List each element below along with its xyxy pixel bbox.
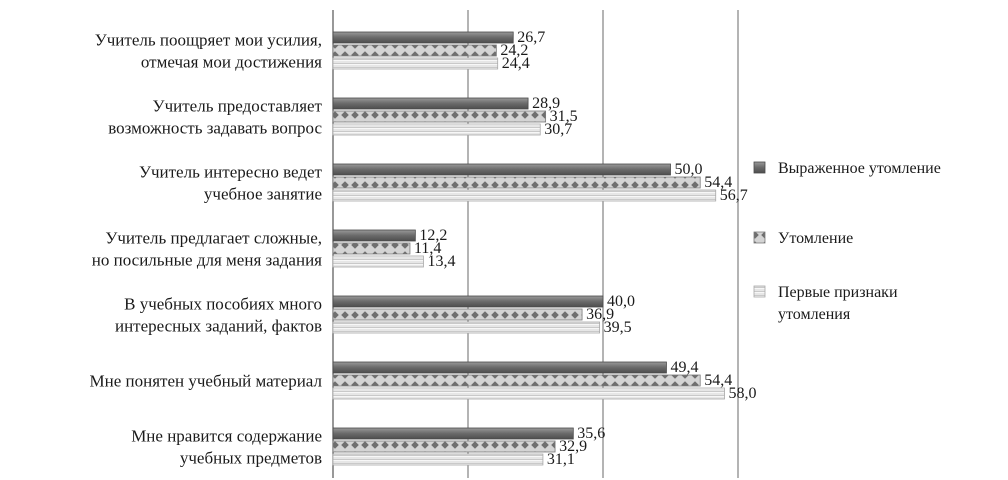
- data-label: 30,7: [544, 121, 572, 138]
- legend-swatch: [753, 231, 766, 244]
- category-label: В учебных пособиях много интересных задан…: [115, 295, 322, 336]
- category-label: Учитель предлагает сложные, но посильные …: [92, 229, 322, 270]
- data-label: 36,9: [586, 306, 614, 323]
- category-labels: Учитель поощряет мои усилия, отмечая мои …: [90, 31, 323, 468]
- legend-label: Первые признаки утомления: [778, 284, 898, 323]
- data-label: 54,4: [704, 372, 732, 389]
- bar-3: [332, 387, 725, 400]
- bar-1: [332, 427, 574, 440]
- bar-3: [332, 255, 424, 268]
- legend-swatch: [753, 161, 766, 174]
- data-label: 50,0: [675, 161, 703, 178]
- bar-2: [332, 440, 556, 453]
- legend-swatch: [753, 285, 766, 298]
- bar-2: [332, 242, 411, 255]
- bar-3: [332, 453, 544, 466]
- data-label: 49,4: [670, 359, 698, 376]
- data-label: 13,4: [427, 253, 455, 270]
- data-label: 58,0: [729, 385, 757, 402]
- data-label: 31,5: [550, 108, 578, 125]
- bar-2: [332, 44, 497, 57]
- data-label: 24,4: [502, 55, 530, 72]
- bars: [332, 31, 725, 466]
- data-label: 28,9: [532, 95, 560, 112]
- category-label: Учитель поощряет мои усилия, отмечая мои …: [95, 31, 322, 72]
- data-label: 39,5: [604, 319, 632, 336]
- bar-3: [332, 123, 541, 136]
- category-label: Мне нравится содержание учебных предметов: [131, 427, 322, 468]
- legend-label: Выраженное утомление: [778, 160, 941, 177]
- bar-2: [332, 110, 547, 123]
- data-label: 35,6: [577, 425, 605, 442]
- data-label: 40,0: [607, 293, 635, 310]
- category-label: Мне понятен учебный материал: [90, 372, 323, 391]
- bar-1: [332, 97, 529, 110]
- bar-3: [332, 189, 717, 202]
- category-label: Учитель интересно ведет учебное занятие: [139, 163, 323, 204]
- bar-1: [332, 31, 514, 44]
- data-label: 54,4: [704, 174, 732, 191]
- bar-3: [332, 321, 601, 334]
- bar-1: [332, 295, 604, 308]
- data-label: 12,2: [419, 227, 447, 244]
- data-label: 26,7: [517, 29, 545, 46]
- bar-2: [332, 176, 701, 189]
- data-label: 11,4: [414, 240, 441, 257]
- bar-1: [332, 361, 667, 374]
- data-label: 32,9: [559, 438, 587, 455]
- legend: Выраженное утомление Утомление Первые приз…: [753, 160, 941, 323]
- bar-1: [332, 163, 671, 176]
- category-label: Учитель предоставляет возможность задават…: [108, 97, 322, 138]
- bar-3: [332, 57, 499, 70]
- legend-label: Утомление: [778, 230, 853, 247]
- data-label: 56,7: [720, 187, 748, 204]
- bar-2: [332, 308, 583, 321]
- bar-1: [332, 229, 416, 242]
- data-label: 24,2: [500, 42, 528, 59]
- data-label: 31,1: [547, 451, 575, 468]
- bar-2: [332, 374, 701, 387]
- value-labels: 26,724,224,428,931,530,750,054,456,712,2…: [414, 29, 757, 468]
